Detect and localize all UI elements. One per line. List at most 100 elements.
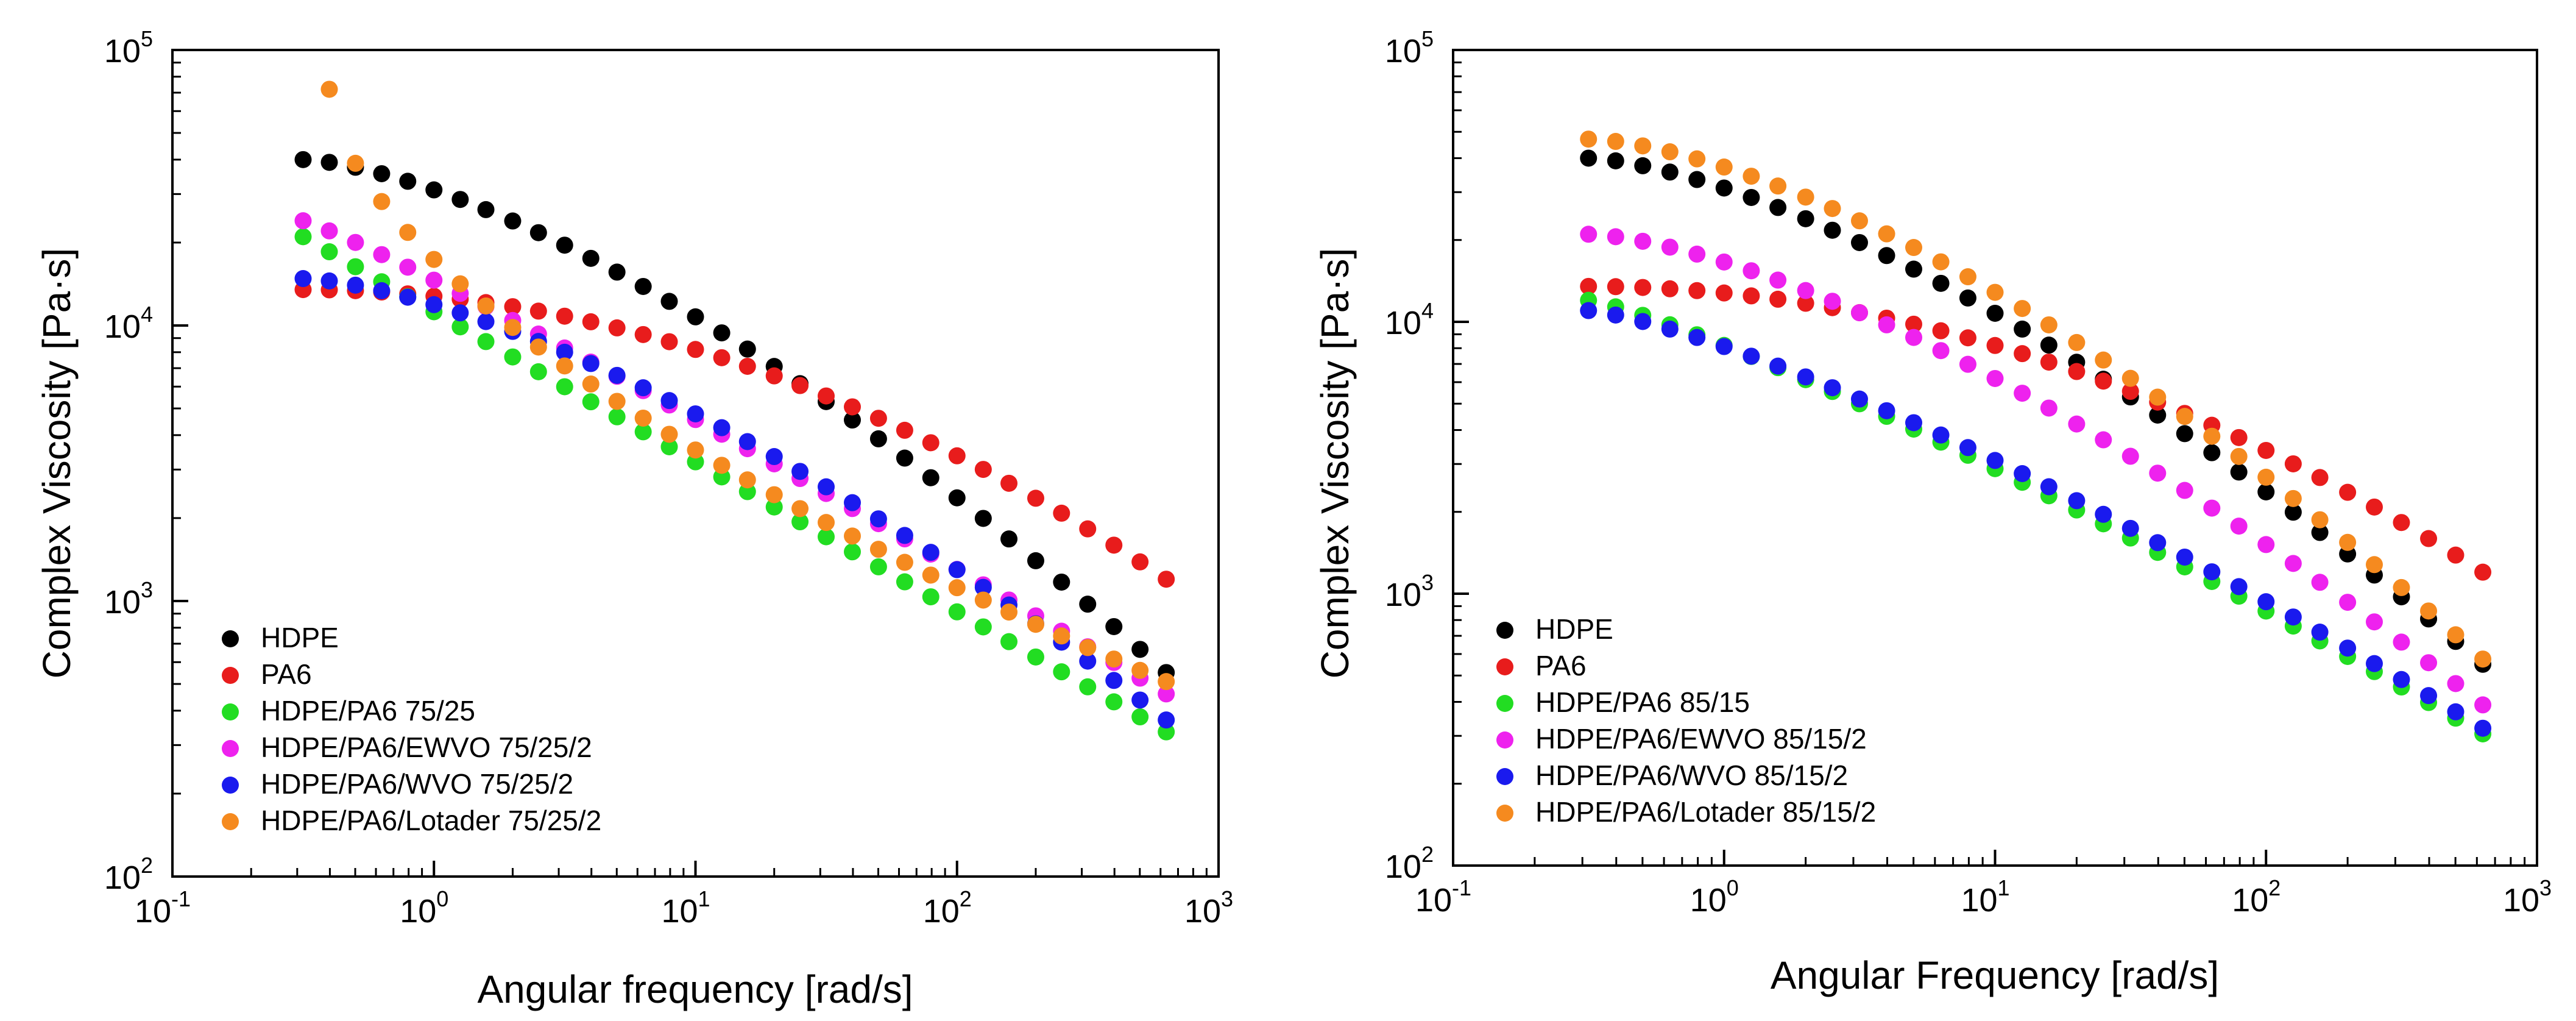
data-point <box>2474 719 2492 737</box>
data-point <box>556 307 573 325</box>
data-point <box>425 181 443 199</box>
data-point <box>2257 468 2275 486</box>
data-point <box>817 387 835 405</box>
data-point <box>582 313 600 330</box>
data-point <box>1580 149 1598 167</box>
data-point <box>1932 322 1950 340</box>
data-point <box>2339 639 2357 657</box>
data-point <box>948 447 966 464</box>
data-point <box>2149 388 2167 406</box>
data-point <box>2230 447 2248 465</box>
data-point <box>869 510 887 528</box>
data-point <box>1634 137 1652 155</box>
data-point <box>1878 402 1895 419</box>
data-point <box>738 471 756 489</box>
legend-marker <box>1496 695 1513 712</box>
legend-label: HDPE/PA6/WVO 75/25/2 <box>261 768 573 800</box>
data-point <box>869 430 887 447</box>
data-point <box>1607 306 1624 324</box>
data-point <box>1769 357 1787 375</box>
data-point <box>1986 283 2004 301</box>
data-point <box>1105 617 1123 635</box>
data-point <box>2339 533 2357 551</box>
data-point <box>2366 556 2383 574</box>
data-point <box>504 298 522 316</box>
data-point <box>1688 171 1706 188</box>
data-point <box>399 224 417 241</box>
data-point <box>660 293 678 310</box>
legend-marker <box>222 777 239 794</box>
data-point <box>347 276 364 294</box>
data-point <box>791 377 809 394</box>
data-point <box>294 151 312 168</box>
data-point <box>713 349 731 366</box>
data-point <box>1105 536 1123 554</box>
data-point <box>1959 439 1976 457</box>
data-point <box>2366 498 2383 516</box>
data-point <box>2393 578 2410 596</box>
data-point <box>817 528 835 546</box>
data-point <box>451 304 469 322</box>
data-point <box>1000 474 1018 492</box>
data-point <box>1661 320 1679 338</box>
legend-marker <box>1496 805 1513 822</box>
x-tick-label: 103 <box>1184 886 1233 930</box>
data-point <box>582 393 600 411</box>
data-point <box>294 212 312 230</box>
data-point <box>1743 168 1760 185</box>
data-point <box>2203 499 2221 517</box>
data-point <box>1959 329 1976 347</box>
x-tick-label: 100 <box>1690 875 1739 919</box>
data-point <box>1959 355 1976 373</box>
data-point <box>687 341 704 358</box>
data-point <box>765 498 783 516</box>
data-point <box>477 333 495 350</box>
data-point <box>713 419 731 436</box>
data-point <box>843 494 861 511</box>
data-point <box>1105 693 1123 711</box>
y-tick-label: 105 <box>1385 26 1434 69</box>
data-point <box>582 355 600 372</box>
data-point <box>922 588 939 606</box>
legend-marker <box>222 630 239 647</box>
data-point <box>2203 427 2221 445</box>
data-point <box>2121 383 2139 400</box>
legend-marker <box>222 740 239 757</box>
data-point <box>2095 505 2112 523</box>
data-point <box>1769 290 1787 308</box>
x-tick-label: 10-1 <box>135 886 191 930</box>
data-point <box>1878 225 1895 243</box>
data-point <box>2068 415 2086 433</box>
data-point <box>320 80 338 98</box>
data-point <box>660 392 678 410</box>
right-chart: 10-1 100 101 102 103 102 103 104 105 Angular Freq… <box>1313 26 2552 997</box>
data-point <box>477 313 495 330</box>
data-point <box>582 249 600 267</box>
data-point <box>1797 294 1814 312</box>
data-point <box>2040 336 2058 354</box>
data-point <box>2366 655 2383 672</box>
data-point <box>1905 329 1923 346</box>
data-point <box>843 543 861 561</box>
data-point <box>687 308 704 326</box>
data-point <box>634 277 652 295</box>
data-point <box>1580 277 1598 295</box>
data-point <box>1850 390 1868 408</box>
data-point <box>974 461 992 478</box>
data-point <box>765 448 783 466</box>
data-point <box>791 500 809 518</box>
data-point <box>2447 546 2465 564</box>
data-point <box>347 233 364 251</box>
data-point <box>1905 414 1923 432</box>
data-point <box>1105 672 1123 689</box>
data-point <box>2121 369 2139 387</box>
legend-label: HDPE/PA6/Lotader 85/15/2 <box>1535 796 1876 828</box>
data-point <box>399 288 417 306</box>
data-point <box>2257 483 2275 500</box>
data-point <box>2257 593 2275 611</box>
data-point <box>1850 233 1868 251</box>
y-axis-title: Complex Viscosity [Pa·s] <box>1313 248 1357 679</box>
data-point <box>504 319 522 336</box>
data-point <box>634 326 652 343</box>
data-point <box>1932 426 1950 444</box>
